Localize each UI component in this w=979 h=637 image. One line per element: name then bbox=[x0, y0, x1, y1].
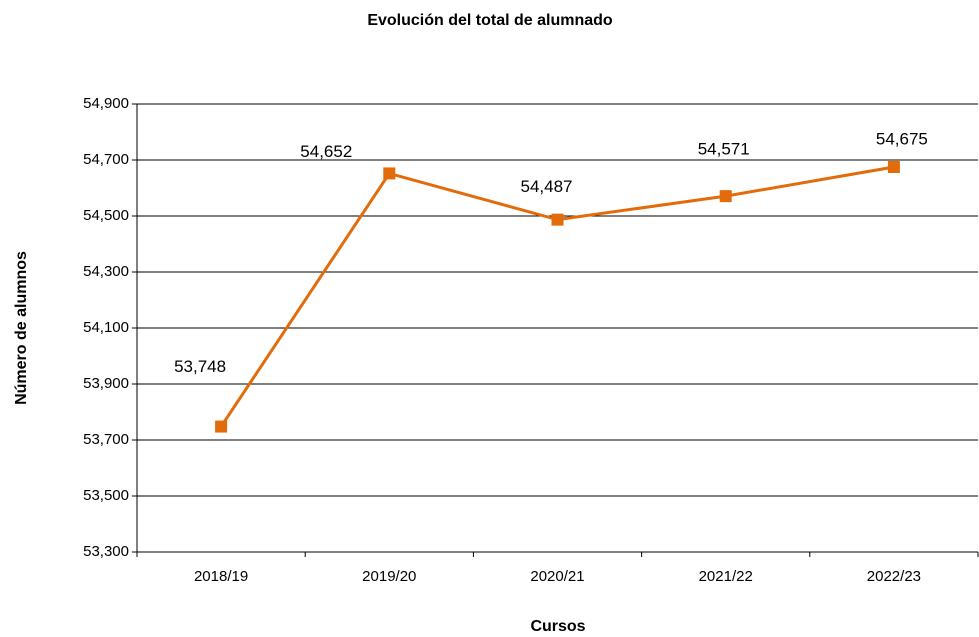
y-tick-label: 54,100 bbox=[83, 319, 129, 336]
data-label: 54,571 bbox=[698, 140, 750, 159]
x-tick-label: 2021/22 bbox=[699, 568, 753, 585]
marker bbox=[719, 190, 732, 203]
y-tick-label: 53,300 bbox=[83, 543, 129, 560]
x-axis-label: Cursos bbox=[530, 618, 585, 635]
x-tick-label: 2022/23 bbox=[867, 568, 921, 585]
x-tick-label: 2018/19 bbox=[194, 568, 248, 585]
y-tick-label: 53,700 bbox=[83, 431, 129, 448]
marker bbox=[551, 213, 564, 226]
y-tick-label: 54,700 bbox=[83, 151, 129, 168]
line bbox=[219, 165, 895, 428]
y-tick-label: 53,500 bbox=[83, 487, 129, 504]
y-axis-label: Número de alumnos bbox=[13, 251, 30, 405]
marker bbox=[383, 167, 396, 180]
marker bbox=[887, 161, 900, 173]
data-label: 54,652 bbox=[300, 142, 352, 161]
y-tick-label: 53,900 bbox=[83, 375, 129, 392]
marker bbox=[215, 420, 228, 433]
y-tick-label: 54,500 bbox=[83, 207, 129, 224]
data-label: 54,675 bbox=[876, 129, 928, 148]
data-label: 53,748 bbox=[174, 357, 226, 376]
data-label: 54,487 bbox=[521, 177, 573, 196]
y-tick-label: 54,300 bbox=[83, 263, 129, 280]
chart-title: Evolución del total de alumnado bbox=[367, 12, 613, 29]
x-tick-label: 2019/20 bbox=[362, 568, 416, 585]
x-tick-label: 2020/21 bbox=[530, 568, 584, 585]
y-tick-label: 54,900 bbox=[83, 95, 129, 112]
